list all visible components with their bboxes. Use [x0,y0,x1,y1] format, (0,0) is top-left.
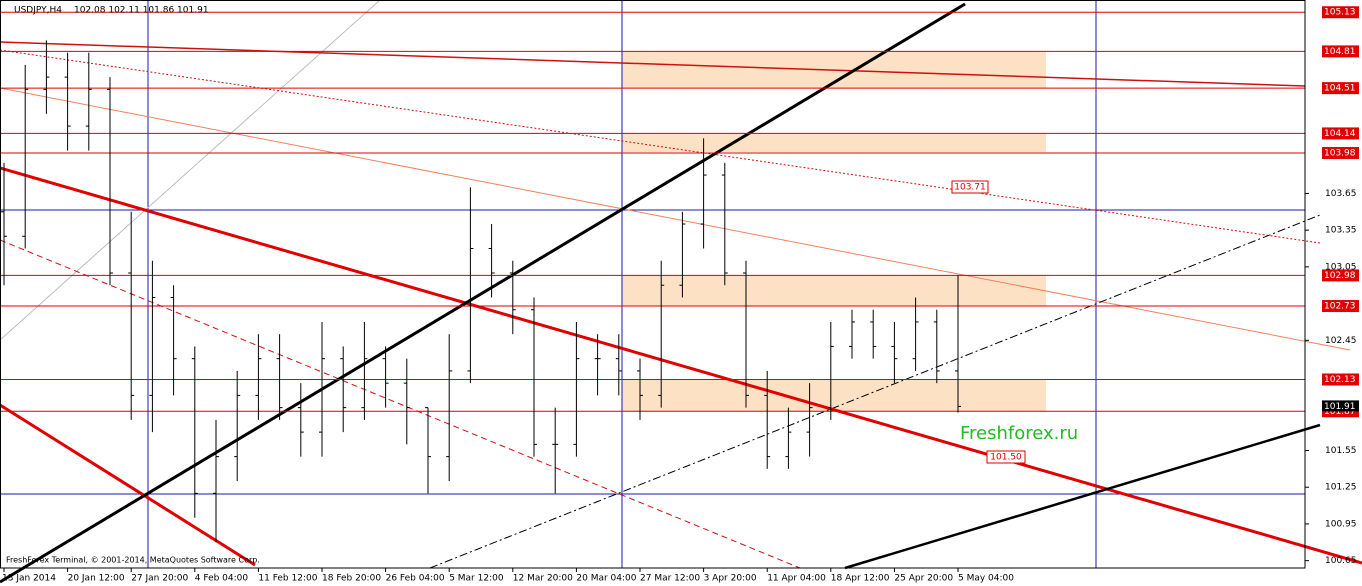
chart-title: USDJPY,H4 [14,6,62,16]
x-tick-label: 13 Jan 2014 [2,574,56,584]
x-tick-label: 26 Feb 04:00 [386,574,445,584]
level-label-box [1322,45,1359,58]
x-tick-label: 18 Feb 20:00 [322,574,381,584]
price-label-box [986,450,1026,464]
x-tick-label: 25 Apr 20:00 [894,574,953,584]
trend-line [0,403,256,567]
level-label-box [1322,147,1359,160]
level-label: 101.87 [1324,407,1356,417]
zone [622,275,1046,306]
levels: 105.13 104.81 104.51 104.14 103.98 102.98 102.… [0,6,1359,418]
level-label-box [1322,300,1359,313]
y-tick-label: 101.25 [1325,483,1357,493]
bid-box [1322,400,1359,412]
trend-line [0,2,966,584]
level-label: 102.73 [1324,302,1356,312]
y-tick-label: 103.05 [1325,262,1357,272]
level-label-box [1322,269,1359,282]
level-label-box [1322,373,1359,386]
x-tick-label: 20 Mar 04:00 [576,574,636,584]
level-label: 104.51 [1324,84,1356,94]
y-tick-label: 100.65 [1325,556,1357,566]
x-tick-label: 5 Mar 12:00 [449,574,504,584]
trend-line [0,0,381,341]
y-tick-label: 102.45 [1325,336,1357,346]
watermark: Freshforex.ru [960,423,1078,444]
x-tick-label: 20 Jan 12:00 [68,574,125,584]
price-label-box [951,180,989,194]
copyright: FreshForex Terminal, © 2001-2014, MetaQu… [6,556,260,565]
x-tick-label: 4 Feb 04:00 [195,574,249,584]
y-tick-label: 100.95 [1325,519,1357,529]
x-tick-label: 11 Feb 12:00 [258,574,317,584]
zone [622,380,1046,411]
x-tick-label: 27 Mar 12:00 [640,574,700,584]
y-tick-label: 103.65 [1325,189,1357,199]
level-label-box [1322,127,1359,140]
bid-label: 101.91 [1324,402,1356,412]
x-tick-label: 12 Mar 20:00 [513,574,573,584]
x-tick-label: 27 Jan 20:00 [131,574,188,584]
header-quote: 102.08 102.11 101.86 101.91 [74,6,209,16]
level-label: 102.98 [1324,271,1356,281]
trend-line [844,423,1321,570]
x-tick-label: 5 May 04:00 [958,574,1014,584]
trend-line [0,87,1351,351]
x-tick-label: 11 Apr 04:00 [767,574,826,584]
bars [1,40,961,543]
trend-line [0,166,1362,565]
level-label: 103.98 [1324,149,1356,159]
zones [622,51,1046,411]
level-label-box [1322,6,1359,19]
level-label: 102.13 [1324,375,1356,385]
y-tick-label: 103.35 [1325,226,1357,236]
price-label: 101.50 [990,453,1022,463]
x-tick-label: 18 Apr 12:00 [831,574,890,584]
plot-frame [0,0,1306,569]
y-tick-label: 101.55 [1325,446,1357,456]
level-label: 104.81 [1324,47,1356,57]
level-label: 105.13 [1324,8,1356,18]
level-label-box [1322,82,1359,95]
x-tick-label: 3 Apr 20:00 [704,574,757,584]
trend-line [0,239,801,569]
trend-line [0,41,1306,87]
zone [622,133,1046,152]
level-label: 104.14 [1324,129,1356,139]
price-label: 103.71 [954,183,986,193]
